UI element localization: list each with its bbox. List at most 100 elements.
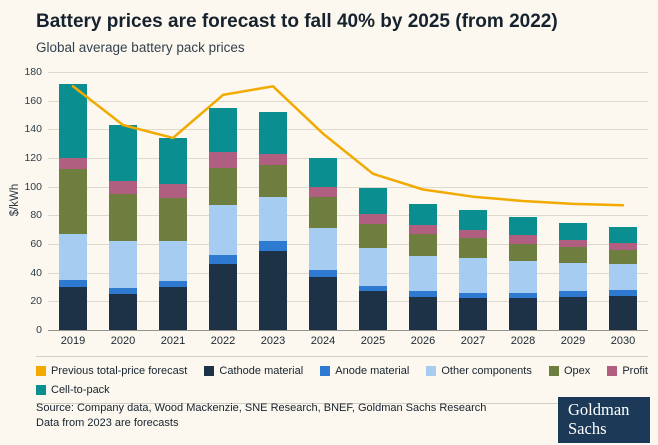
legend-label: Opex — [563, 365, 591, 377]
gridline — [48, 330, 648, 331]
page-subtitle: Global average battery pack prices — [36, 40, 245, 55]
x-tick-label: 2019 — [60, 335, 86, 347]
x-tick-label: 2022 — [210, 335, 236, 347]
stacked-bar-2023 — [259, 112, 287, 330]
bar-segment — [609, 289, 637, 296]
legend-label: Cathode material — [219, 365, 304, 377]
bar-segment — [59, 279, 87, 287]
goldman-sachs-logo: Goldman Sachs — [558, 397, 650, 443]
bar-segment — [359, 285, 387, 292]
bar-segment — [259, 153, 287, 166]
bar-segment — [209, 152, 237, 169]
bar-segment — [159, 183, 187, 199]
x-tick-label: 2024 — [310, 335, 336, 347]
bar-segment — [609, 264, 637, 290]
stacked-bar-2025 — [359, 188, 387, 330]
page-title: Battery prices are forecast to fall 40% … — [36, 11, 558, 32]
bar-segment — [409, 291, 437, 298]
stacked-bar-2029 — [559, 222, 587, 330]
legend-item: Cell-to-pack — [36, 384, 110, 396]
bar-segment — [509, 216, 537, 236]
bar-segment — [209, 264, 237, 330]
bar-segment — [109, 193, 137, 242]
gridline — [48, 244, 648, 245]
bar-segment — [409, 255, 437, 292]
y-tick-label: 140 — [24, 123, 42, 136]
bar-segment — [509, 298, 537, 330]
legend-row: Previous total-price forecast Cathode mat… — [36, 365, 648, 377]
gridline — [48, 215, 648, 217]
y-tick-label: 180 — [24, 66, 42, 78]
legend-item: Opex — [548, 365, 591, 377]
source-line-2: Data from 2023 are forecasts — [36, 417, 179, 430]
bar-segment — [159, 198, 187, 242]
bar-segment — [459, 229, 487, 239]
stacked-bar-2021 — [159, 137, 187, 330]
bar-segment — [209, 205, 237, 256]
legend-swatch — [607, 366, 618, 376]
bar-segment — [209, 107, 237, 153]
bar-column-2030 — [598, 72, 648, 330]
bar-segment — [309, 276, 337, 330]
legend-swatch — [36, 366, 46, 376]
stacked-bar-2026 — [409, 203, 437, 330]
bar-segment — [159, 137, 187, 184]
x-tick-label: 2025 — [360, 335, 386, 347]
legend: Previous total-price forecast Cathode mat… — [36, 356, 648, 404]
bar-segment — [509, 235, 537, 245]
bar-segment — [359, 223, 387, 249]
legend-item: Cathode material — [204, 365, 303, 377]
bar-column-2023 — [248, 72, 298, 330]
x-tick-label: 2028 — [510, 335, 536, 347]
bar-segment — [459, 258, 487, 293]
bar-column-2028 — [498, 72, 548, 330]
y-tick-label: 80 — [30, 209, 42, 222]
bar-segment — [109, 180, 137, 194]
bar-segment — [359, 188, 387, 214]
bar-segment — [359, 213, 387, 224]
bar-segment — [259, 165, 287, 197]
bar-segment — [409, 203, 437, 226]
bar-segment — [309, 196, 337, 229]
bar-column-2024 — [298, 72, 348, 330]
bar-segment — [509, 244, 537, 262]
x-axis-labels: 2019 2020 2021 2022 2023 2024 2025 2026 2027 2028… — [48, 335, 648, 347]
bar-column-2029 — [548, 72, 598, 330]
legend-swatch — [204, 366, 215, 376]
x-tick-label: 2027 — [460, 335, 486, 347]
bar-segment — [559, 246, 587, 263]
bar-column-2026 — [398, 72, 448, 330]
bar-segment — [559, 222, 587, 240]
gridline — [48, 72, 648, 73]
bar-column-2022 — [198, 72, 248, 330]
legend-item: Profit — [607, 365, 648, 377]
y-tick-label: 20 — [30, 295, 42, 308]
bar-segment — [459, 209, 487, 230]
stacked-bar-2022 — [209, 107, 237, 330]
bar-segment — [259, 196, 287, 242]
bar-segment — [309, 269, 337, 277]
chart-plot-area — [48, 72, 648, 331]
bar-segment — [459, 238, 487, 259]
x-tick-label: 2020 — [110, 335, 136, 347]
stacked-bar-2030 — [609, 226, 637, 330]
bar-column-2020 — [98, 72, 148, 330]
stacked-bar-2027 — [459, 209, 487, 330]
bar-segment — [559, 297, 587, 330]
bar-segment — [459, 292, 487, 299]
legend-label: Cell-to-pack — [51, 384, 110, 396]
logo-line-2: Sachs — [568, 419, 607, 438]
bar-segment — [559, 291, 587, 298]
bar-segment — [409, 234, 437, 256]
bar-segment — [309, 228, 337, 270]
bar-segment — [609, 295, 637, 330]
x-tick-label: 2023 — [260, 335, 286, 347]
bar-segment — [359, 248, 387, 286]
stacked-bar-2019 — [59, 83, 87, 330]
legend-item: Other components — [426, 365, 532, 377]
y-tick-label: 60 — [30, 238, 42, 250]
bar-segment — [309, 186, 337, 197]
stacked-bar-2020 — [109, 125, 137, 330]
legend-swatch — [36, 385, 46, 395]
